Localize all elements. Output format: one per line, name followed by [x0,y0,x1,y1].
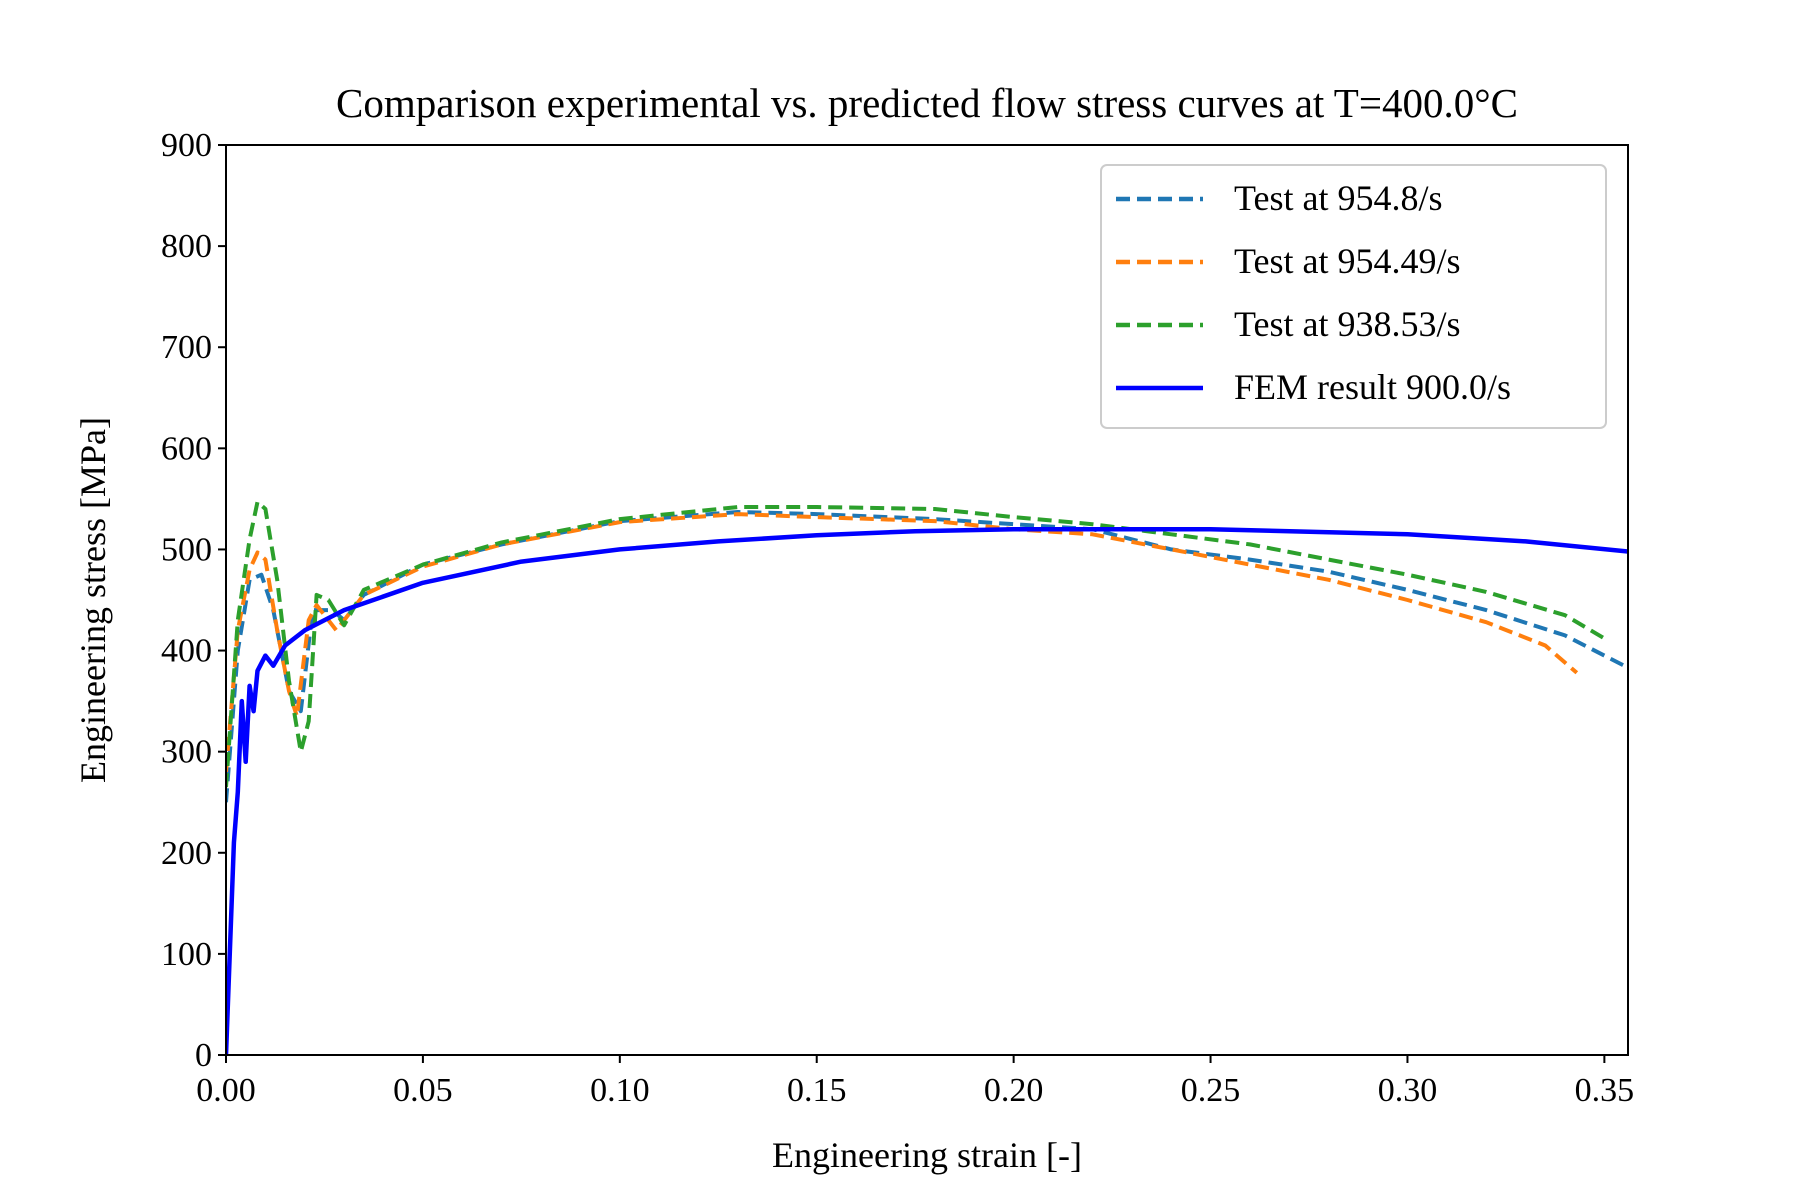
series-line-1 [226,512,1579,773]
y-tick-label: 300 [161,734,212,771]
y-tick-label: 800 [161,228,212,265]
axes-frame [225,144,1629,1056]
legend-label: FEM result 900.0/s [1234,367,1511,407]
x-tick-label: 0.00 [196,1072,256,1109]
x-axis-label: Engineering strain [-] [772,1135,1082,1175]
y-tick-label: 600 [161,430,212,467]
y-axis-label: Engineering stress [MPa] [73,417,113,783]
x-tick-label: 0.10 [590,1072,650,1109]
y-tick-label: 500 [161,531,212,568]
x-tick-label: 0.30 [1378,1072,1438,1109]
series-line-2 [226,499,1606,788]
y-tick-label: 0 [195,1037,212,1074]
legend: Test at 954.8/s Test at 954.49/s Test at 9… [1100,164,1607,429]
y-tick-label: 200 [161,835,212,872]
x-tick-label: 0.15 [787,1072,847,1109]
y-tick-label: 700 [161,329,212,366]
axis-ticks: 0.00 0.05 0.10 0.15 0.20 0.25 0.30 0.35 0 100 200 3… [161,127,1634,1109]
series-line-3 [226,526,1628,1055]
legend-label: Test at 938.53/s [1234,304,1460,344]
x-tick-label: 0.25 [1181,1072,1241,1109]
x-tick-label: 0.05 [393,1072,453,1109]
plot-area [226,499,1628,1055]
y-tick-label: 900 [161,127,212,164]
series-line-0 [226,510,1628,803]
x-tick-label: 0.35 [1575,1072,1635,1109]
legend-label: Test at 954.8/s [1234,178,1442,218]
y-tick-label: 100 [161,936,212,973]
y-tick-label: 400 [161,633,212,670]
chart-title: Comparison experimental vs. predicted fl… [336,80,1518,126]
legend-box [1100,164,1607,429]
legend-label: Test at 954.49/s [1234,241,1460,281]
x-tick-label: 0.20 [984,1072,1044,1109]
